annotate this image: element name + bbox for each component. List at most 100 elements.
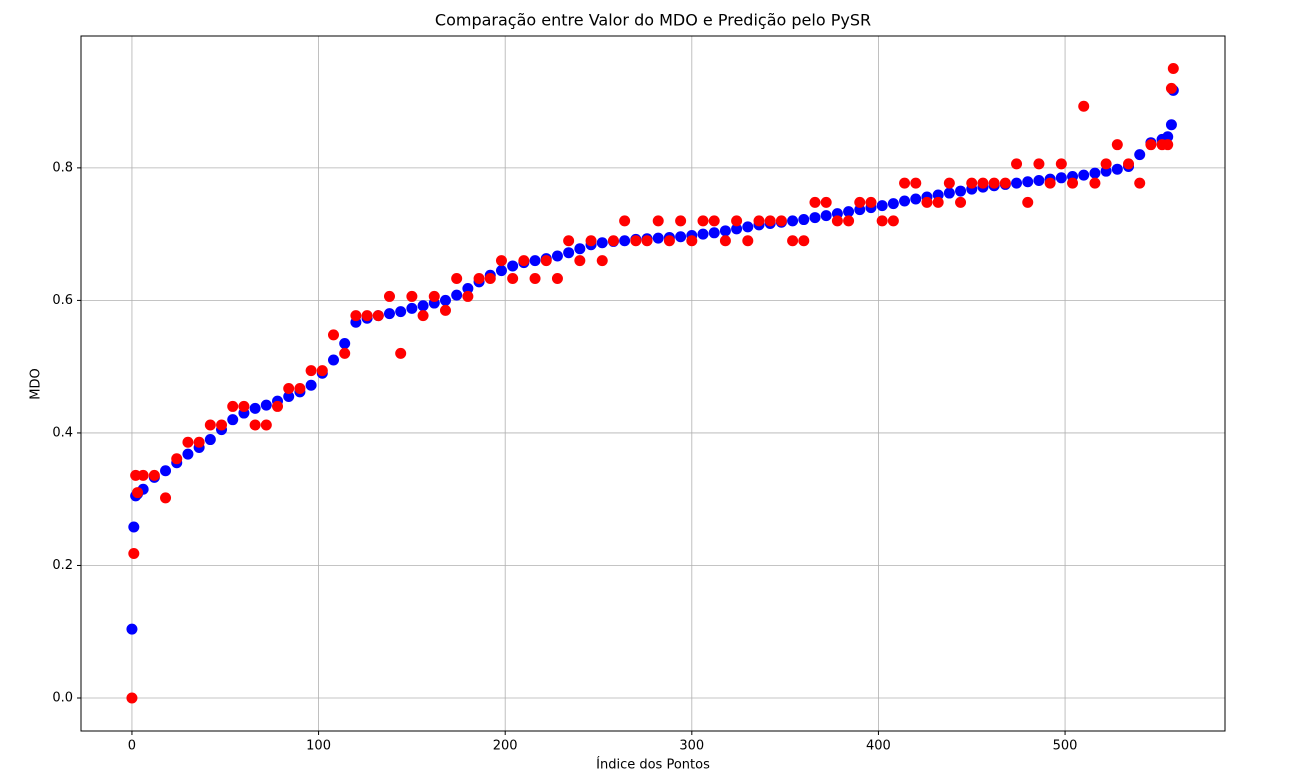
point	[1067, 177, 1079, 189]
point	[619, 215, 631, 227]
point	[260, 419, 272, 431]
point	[406, 302, 418, 314]
point	[831, 215, 843, 227]
point	[1162, 139, 1174, 151]
point	[820, 210, 832, 222]
point	[1078, 169, 1090, 181]
point	[1078, 100, 1090, 112]
point	[1033, 174, 1045, 186]
point	[798, 235, 810, 247]
point	[484, 273, 496, 285]
point	[462, 290, 474, 302]
point	[798, 214, 810, 226]
point	[495, 265, 507, 277]
point	[820, 196, 832, 208]
point	[809, 196, 821, 208]
point	[1055, 172, 1067, 184]
point	[128, 521, 140, 533]
point	[775, 215, 787, 227]
chart-title: Comparação entre Valor do MDO e Predição…	[435, 11, 871, 30]
point	[887, 198, 899, 210]
point	[339, 337, 351, 349]
point	[160, 465, 172, 477]
y-tick-label: 0.0	[52, 690, 73, 705]
plot-frame	[80, 35, 1226, 732]
point	[1162, 131, 1174, 143]
point	[294, 383, 306, 395]
point	[148, 469, 160, 481]
point	[227, 400, 239, 412]
y-tick-label: 0.8	[52, 160, 73, 175]
point	[1033, 158, 1045, 170]
point	[204, 434, 216, 446]
point	[1022, 196, 1034, 208]
point	[529, 255, 541, 267]
point	[910, 193, 922, 205]
point	[943, 187, 955, 199]
point	[899, 177, 911, 189]
point	[473, 273, 485, 285]
x-tick-label: 100	[306, 739, 331, 754]
point	[406, 290, 418, 302]
y-axis-label: MDO	[29, 368, 44, 399]
point	[428, 290, 440, 302]
point	[529, 273, 541, 285]
point	[1044, 177, 1056, 189]
point	[126, 623, 138, 635]
point	[137, 469, 149, 481]
point	[742, 235, 754, 247]
point	[787, 215, 799, 227]
point	[966, 177, 978, 189]
point	[507, 273, 519, 285]
point	[1089, 177, 1101, 189]
point	[1165, 82, 1177, 94]
point	[675, 231, 687, 243]
point	[383, 290, 395, 302]
point	[787, 235, 799, 247]
point	[227, 414, 239, 426]
point	[921, 196, 933, 208]
point	[943, 177, 955, 189]
point	[999, 177, 1011, 189]
point	[171, 453, 183, 465]
x-tick-label: 400	[866, 739, 891, 754]
point	[328, 329, 340, 341]
point	[417, 310, 429, 322]
point	[1145, 139, 1157, 151]
point	[283, 390, 295, 402]
point	[764, 215, 776, 227]
point	[126, 692, 138, 704]
point	[630, 235, 642, 247]
point	[563, 247, 575, 259]
point	[1011, 158, 1023, 170]
y-tick-label: 0.4	[52, 425, 73, 440]
point	[932, 196, 944, 208]
point	[663, 235, 675, 247]
x-tick-label: 200	[493, 739, 518, 754]
point	[451, 289, 463, 301]
point	[1089, 167, 1101, 179]
point	[383, 308, 395, 320]
point	[305, 379, 317, 391]
point	[249, 402, 261, 414]
x-tick-label: 300	[679, 739, 704, 754]
point	[596, 237, 608, 249]
point	[607, 235, 619, 247]
point	[1055, 158, 1067, 170]
point	[551, 273, 563, 285]
x-tick-label: 0	[128, 739, 136, 754]
point	[697, 228, 709, 240]
point	[193, 436, 205, 448]
point	[876, 215, 888, 227]
point	[887, 215, 899, 227]
point	[977, 177, 989, 189]
point	[719, 225, 731, 237]
point	[574, 255, 586, 267]
point	[182, 436, 194, 448]
point	[283, 383, 295, 395]
point	[495, 255, 507, 267]
point	[518, 255, 530, 267]
point	[1022, 176, 1034, 188]
point	[843, 206, 855, 218]
